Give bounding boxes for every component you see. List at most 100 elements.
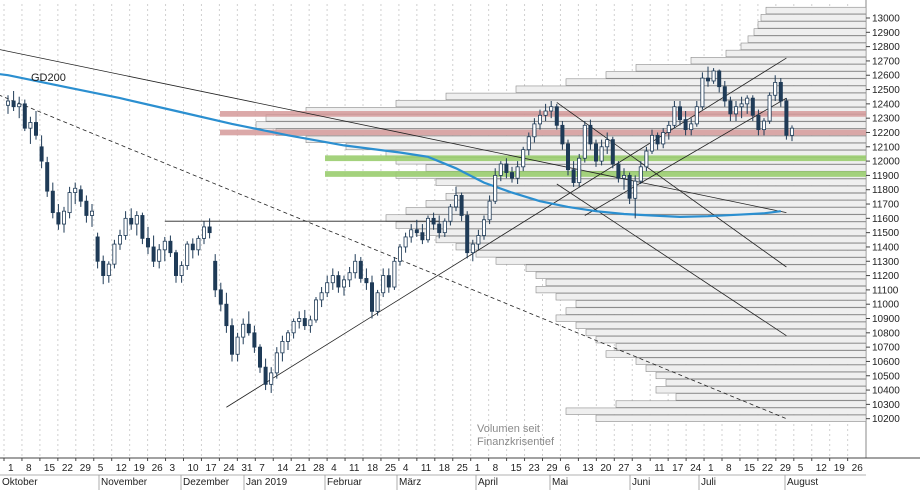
candle-body — [308, 319, 313, 327]
x-tick-label: 1 — [475, 463, 481, 474]
candle-body — [605, 139, 610, 148]
x-tick-label: 6 — [564, 463, 570, 474]
candle-body — [112, 243, 117, 265]
candle-body — [437, 223, 442, 234]
candle-body — [700, 77, 705, 108]
x-tick-label: 24 — [223, 463, 235, 474]
x-tick-label: 15 — [44, 463, 56, 474]
x-tick-label: 22 — [62, 463, 74, 474]
y-tick-label: 10900 — [872, 314, 900, 325]
candle-body — [571, 169, 576, 183]
candle-body — [123, 217, 128, 236]
y-tick-label: 10600 — [872, 357, 900, 368]
candle-body — [638, 166, 643, 182]
candle-body — [594, 143, 599, 162]
candle-body — [773, 81, 778, 96]
month-label: Oktober — [2, 477, 38, 488]
x-tick-label: 3 — [170, 463, 176, 474]
candle-body — [269, 372, 274, 385]
month-label: März — [399, 477, 421, 488]
candle-body — [84, 200, 89, 216]
candle-body — [190, 243, 195, 251]
x-tick-label: 22 — [762, 463, 774, 474]
candle-body — [750, 97, 755, 116]
candle-body — [706, 77, 711, 82]
candle-body — [302, 318, 307, 327]
candle-body — [263, 366, 268, 385]
candle-body — [134, 215, 139, 225]
volume-bar — [435, 178, 867, 186]
volume-bar — [515, 85, 867, 93]
candle-body — [722, 86, 727, 102]
y-tick-label: 12900 — [872, 28, 900, 39]
volume-bar — [605, 71, 867, 79]
candle-body — [616, 163, 621, 179]
volume-bar — [725, 49, 867, 58]
x-tick-label: 11 — [421, 463, 432, 474]
candle-body — [717, 70, 722, 88]
candle-body — [756, 114, 761, 131]
candle-body — [297, 318, 302, 322]
candle-body — [28, 122, 33, 129]
candle-body — [11, 100, 16, 108]
candle-body — [459, 195, 464, 216]
trendline — [0, 49, 787, 214]
y-tick-label: 10500 — [872, 371, 900, 382]
x-tick-label: 29 — [80, 463, 92, 474]
candle-body — [526, 136, 531, 151]
x-tick-label: 26 — [852, 463, 864, 474]
candle-body — [465, 215, 470, 254]
volume-bar — [535, 285, 867, 294]
candle-body — [90, 210, 95, 216]
volume-annotation-line1: Volumen seit — [477, 423, 540, 435]
candle-body — [560, 124, 565, 145]
volume-bar — [425, 200, 867, 208]
x-tick-label: 21 — [295, 463, 307, 474]
volume-profile — [255, 6, 867, 422]
x-tick-label: 13 — [582, 463, 594, 474]
candle-body — [493, 175, 498, 202]
candle-body — [745, 97, 750, 105]
candle-body — [353, 260, 358, 274]
volume-bar — [585, 328, 867, 337]
candle-body — [666, 124, 671, 133]
candle-body — [241, 323, 246, 338]
candle-body — [599, 146, 604, 162]
y-tick-label: 10800 — [872, 328, 900, 339]
candle-body — [509, 172, 514, 179]
y-tick-label: 12800 — [872, 42, 900, 53]
candle-body — [739, 103, 744, 108]
candle-body — [627, 175, 632, 199]
candle-body — [274, 352, 279, 374]
x-axis: 1 8 15 22 29 5 12 19 26 3 10 17 24 31 7 14 21 28 4 11 18 25 4 1… — [0, 457, 920, 490]
candle-body — [543, 110, 548, 116]
month-label: Jan 2019 — [246, 477, 288, 488]
month-label: April — [478, 477, 498, 488]
candle-body — [431, 217, 436, 225]
volume-bar — [760, 14, 867, 22]
x-tick-label: 20 — [600, 463, 612, 474]
y-tick-label: 11600 — [872, 214, 900, 225]
candle-body — [145, 237, 150, 248]
y-tick-label: 11100 — [872, 285, 899, 296]
candle-body — [498, 163, 503, 176]
candle-body — [767, 94, 772, 122]
candle-body — [201, 226, 206, 239]
x-tick-label: 1 — [708, 463, 714, 474]
y-tick-label: 10700 — [872, 343, 900, 354]
y-tick-label: 13000 — [872, 14, 900, 25]
x-tick-label: 7 — [259, 463, 265, 474]
volume-bar — [395, 99, 867, 108]
candle-body — [235, 336, 240, 355]
x-tick-label: 8 — [493, 463, 499, 474]
x-tick-label: 5 — [98, 463, 104, 474]
x-tick-label: 17 — [672, 463, 684, 474]
candle-body — [78, 189, 83, 202]
candle-body — [470, 243, 475, 254]
candle-body — [622, 175, 627, 179]
support-zone — [325, 171, 866, 177]
candle-body — [39, 146, 44, 162]
resistance-zone — [220, 111, 866, 117]
y-tick-label: 12500 — [872, 85, 900, 96]
